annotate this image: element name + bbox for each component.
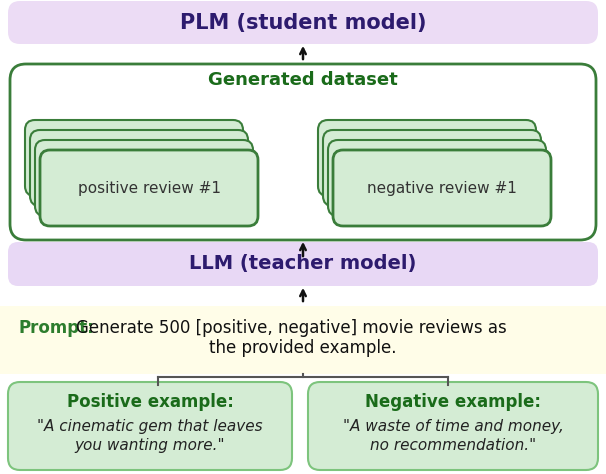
FancyBboxPatch shape xyxy=(10,64,596,240)
Text: positive review #1: positive review #1 xyxy=(78,181,221,195)
FancyBboxPatch shape xyxy=(318,120,536,196)
Text: Generate 500 [positive, negative] movie reviews as: Generate 500 [positive, negative] movie … xyxy=(76,319,507,337)
FancyBboxPatch shape xyxy=(8,242,598,286)
FancyBboxPatch shape xyxy=(8,382,292,470)
Text: "A cinematic gem that leaves
you wanting more.": "A cinematic gem that leaves you wanting… xyxy=(37,419,263,454)
Text: Positive example:: Positive example: xyxy=(67,393,233,411)
FancyBboxPatch shape xyxy=(333,150,551,226)
FancyBboxPatch shape xyxy=(8,1,598,44)
FancyBboxPatch shape xyxy=(323,130,541,206)
Text: Negative example:: Negative example: xyxy=(365,393,541,411)
FancyBboxPatch shape xyxy=(35,140,253,216)
Text: PLM (student model): PLM (student model) xyxy=(180,12,426,33)
Text: the provided example.: the provided example. xyxy=(209,339,397,357)
FancyBboxPatch shape xyxy=(25,120,243,196)
Text: LLM (teacher model): LLM (teacher model) xyxy=(189,255,417,273)
FancyBboxPatch shape xyxy=(0,306,606,374)
Text: "A waste of time and money,
no recommendation.": "A waste of time and money, no recommend… xyxy=(342,419,564,454)
FancyBboxPatch shape xyxy=(40,150,258,226)
Text: negative review #1: negative review #1 xyxy=(367,181,517,195)
Text: Generated dataset: Generated dataset xyxy=(208,71,398,89)
FancyBboxPatch shape xyxy=(30,130,248,206)
FancyBboxPatch shape xyxy=(328,140,546,216)
FancyBboxPatch shape xyxy=(308,382,598,470)
Text: Prompt:: Prompt: xyxy=(18,319,94,337)
